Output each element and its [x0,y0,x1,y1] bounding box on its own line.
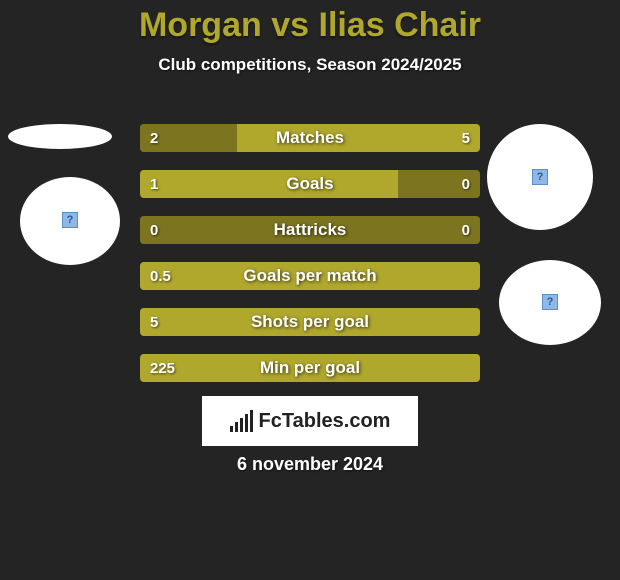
date-label: 6 november 2024 [0,454,620,475]
stat-row: 0.5Goals per match [140,262,480,290]
logo-bars-icon [230,410,253,432]
title-player2: Ilias Chair [319,6,482,44]
stat-label: Shots per goal [140,308,480,336]
stat-label: Matches [140,124,480,152]
image-placeholder-icon: ? [532,169,548,185]
stats-container: 25Matches 10Goals 00Hattricks 0.5Goals per … [140,124,480,400]
stat-row: 00Hattricks [140,216,480,244]
image-placeholder-icon: ? [62,212,78,228]
stat-row: 225Min per goal [140,354,480,382]
stat-row: 5Shots per goal [140,308,480,336]
title-vs: vs [271,6,309,44]
title-player1: Morgan [139,6,262,44]
fctables-logo: FcTables.com [202,396,418,446]
logo-text: FcTables.com [259,410,391,433]
player1-photo-ellipse [8,124,112,149]
stat-label: Min per goal [140,354,480,382]
stat-row: 25Matches [140,124,480,152]
stat-label: Goals [140,170,480,198]
page-title: Morgan vs Ilias Chair [0,0,620,45]
stat-label: Goals per match [140,262,480,290]
stat-row: 10Goals [140,170,480,198]
image-placeholder-icon: ? [542,294,558,310]
subtitle: Club competitions, Season 2024/2025 [0,55,620,75]
stat-label: Hattricks [140,216,480,244]
